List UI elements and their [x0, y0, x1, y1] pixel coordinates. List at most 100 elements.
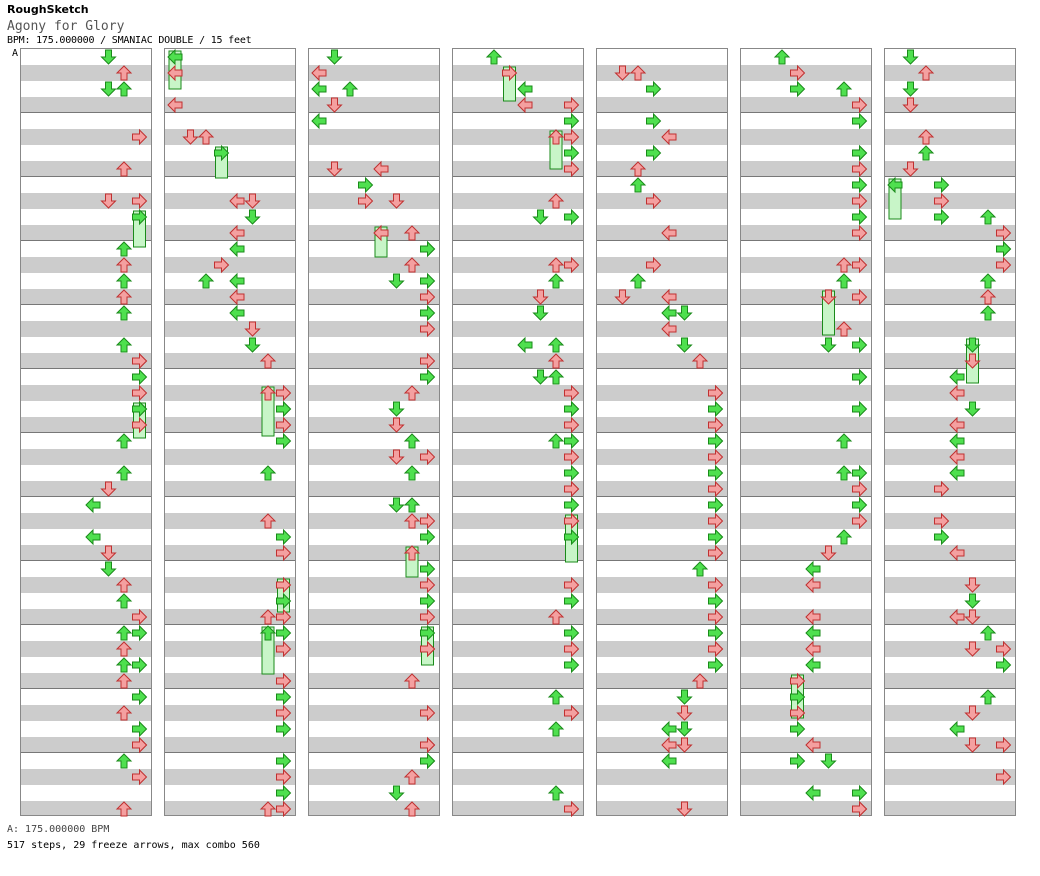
arrow-up-icon — [403, 513, 421, 529]
arrow-up-icon — [547, 193, 565, 209]
arrow-left-icon — [949, 608, 965, 626]
arrow-right-icon — [276, 704, 292, 722]
arrow-right-icon — [276, 768, 292, 786]
arrow-down-icon — [244, 209, 261, 225]
arrow-up-icon — [115, 625, 133, 641]
arrow-left-icon — [229, 288, 245, 306]
arrow-up-icon — [979, 209, 997, 225]
arrow-right-icon — [708, 400, 724, 418]
arrow-right-icon — [420, 304, 436, 322]
arrow-left-icon — [661, 224, 677, 242]
arrow-right-icon — [420, 624, 436, 642]
arrow-right-icon — [852, 368, 868, 386]
arrow-right-icon — [790, 704, 806, 722]
arrow-right-icon — [852, 480, 868, 498]
arrow-right-icon — [132, 736, 148, 754]
arrow-down-icon — [388, 449, 405, 465]
arrow-right-icon — [276, 528, 292, 546]
arrow-up-icon — [547, 257, 565, 273]
arrow-left-icon — [311, 112, 327, 130]
arrow-right-icon — [646, 144, 662, 162]
arrow-right-icon — [996, 224, 1012, 242]
arrow-right-icon — [358, 192, 374, 210]
arrow-right-icon — [934, 192, 950, 210]
arrow-right-icon — [708, 496, 724, 514]
arrow-left-icon — [949, 368, 965, 386]
arrow-right-icon — [852, 224, 868, 242]
arrow-left-icon — [949, 416, 965, 434]
arrow-left-icon — [949, 432, 965, 450]
arrow-down-icon — [100, 81, 117, 97]
arrow-left-icon — [805, 576, 821, 594]
arrow-up-icon — [835, 321, 853, 337]
arrow-left-icon — [805, 624, 821, 642]
arrow-up-icon — [547, 433, 565, 449]
arrow-right-icon — [852, 160, 868, 178]
arrow-right-icon — [132, 608, 148, 626]
arrow-up-icon — [979, 625, 997, 641]
arrow-right-icon — [564, 704, 580, 722]
arrow-up-icon — [547, 353, 565, 369]
arrow-up-icon — [917, 65, 935, 81]
arrow-up-icon — [979, 273, 997, 289]
arrow-up-icon — [691, 353, 709, 369]
arrow-up-icon — [835, 273, 853, 289]
arrow-right-icon — [564, 512, 580, 530]
arrow-right-icon — [934, 528, 950, 546]
arrow-right-icon — [852, 256, 868, 274]
arrow-right-icon — [564, 432, 580, 450]
arrow-left-icon — [373, 224, 389, 242]
arrow-left-icon — [661, 752, 677, 770]
arrow-left-icon — [805, 608, 821, 626]
arrow-down-icon — [964, 353, 981, 369]
arrow-up-icon — [629, 177, 647, 193]
arrow-left-icon — [167, 96, 183, 114]
arrow-right-icon — [132, 192, 148, 210]
arrow-right-icon — [564, 624, 580, 642]
arrow-down-icon — [532, 305, 549, 321]
arrow-up-icon — [115, 433, 133, 449]
arrow-up-icon — [547, 609, 565, 625]
arrow-right-icon — [132, 208, 148, 226]
arrow-right-icon — [564, 496, 580, 514]
arrow-up-icon — [403, 225, 421, 241]
column-notes — [485, 49, 580, 817]
arrow-down-icon — [964, 737, 981, 753]
arrow-up-icon — [115, 337, 133, 353]
chart-column — [164, 48, 296, 817]
column-notes — [614, 65, 724, 817]
arrow-down-icon — [902, 49, 919, 65]
arrow-down-icon — [388, 785, 405, 801]
arrow-up-icon — [259, 801, 277, 817]
arrow-left-icon — [661, 720, 677, 738]
arrow-up-icon — [403, 545, 421, 561]
arrow-down-icon — [388, 417, 405, 433]
arrow-down-icon — [244, 321, 261, 337]
arrow-right-icon — [852, 208, 868, 226]
arrow-down-icon — [100, 481, 117, 497]
arrow-left-icon — [661, 320, 677, 338]
column-notes — [773, 49, 868, 817]
arrow-up-icon — [115, 753, 133, 769]
arrow-right-icon — [420, 240, 436, 258]
arrow-up-icon — [629, 65, 647, 81]
arrow-down-icon — [964, 641, 981, 657]
arrow-up-icon — [115, 65, 133, 81]
arrow-left-icon — [311, 80, 327, 98]
arrow-right-icon — [276, 640, 292, 658]
arrow-right-icon — [276, 400, 292, 418]
arrow-right-icon — [996, 256, 1012, 274]
arrow-right-icon — [934, 480, 950, 498]
arrow-right-icon — [276, 608, 292, 626]
arrow-up-icon — [197, 273, 215, 289]
arrow-up-icon — [917, 129, 935, 145]
arrow-down-icon — [964, 577, 981, 593]
arrow-down-icon — [532, 369, 549, 385]
arrow-up-icon — [485, 49, 503, 65]
arrow-up-icon — [259, 385, 277, 401]
arrow-up-icon — [197, 129, 215, 145]
arrow-down-icon — [388, 401, 405, 417]
arrow-right-icon — [420, 576, 436, 594]
arrow-left-icon — [949, 544, 965, 562]
arrow-right-icon — [790, 752, 806, 770]
